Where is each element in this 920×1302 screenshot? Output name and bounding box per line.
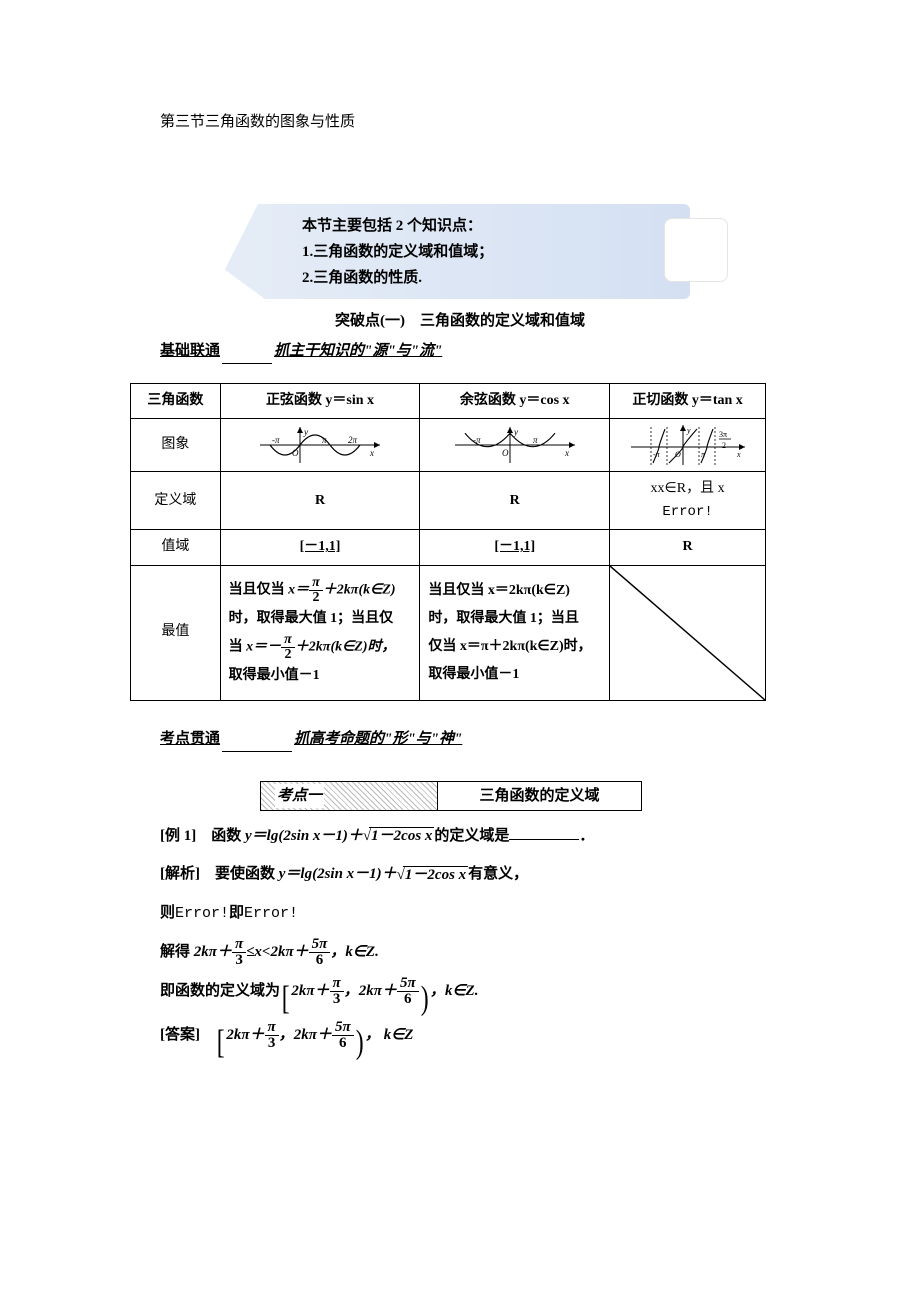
svg-text:O: O — [502, 448, 509, 458]
subhead-text: 抓主干知识的"源"与"流" — [274, 343, 442, 359]
row-label: 图象 — [131, 419, 221, 472]
section-title: 第三节三角函数的图象与性质 — [160, 110, 760, 134]
breakpoint-heading: 突破点(一) 三角函数的定义域和值域 — [160, 309, 760, 333]
svg-text:O: O — [292, 448, 299, 458]
tan-graph-cell: -π O π 3π 2 x y — [610, 419, 766, 472]
cosine-curve-icon: -π O π x y — [445, 423, 585, 467]
header-cell: 余弦函数 y＝cos x — [420, 384, 610, 419]
cos-graph-cell: -π O π x y — [420, 419, 610, 472]
underline-gap — [222, 735, 292, 752]
summary-banner: 本节主要包括 2 个知识点： 1.三角函数的定义域和值域； 2.三角函数的性质. — [210, 204, 760, 299]
svg-text:2π: 2π — [348, 435, 358, 445]
table-row-graph: 图象 -π O π 2π x y — [131, 419, 766, 472]
table-header-row: 三角函数 正弦函数 y＝sin x 余弦函数 y＝cos x 正切函数 y＝ta… — [131, 384, 766, 419]
extreme-tan-blank — [610, 565, 766, 700]
example-1-error-line: 则Error!即Error! — [160, 898, 760, 929]
table-row-domain: 定义域 R R xx∈R，且 x Error! — [131, 472, 766, 530]
svg-text:y: y — [303, 427, 308, 437]
extreme-cos: 当且仅当 x＝2kπ(k∈Z) 时，取得最大值 1；当且 仅当 x＝π＋2kπ(… — [420, 565, 610, 700]
example-1-analysis: [解析] 要使函数 y＝lg(2sin x－1)＋√1－2cos x有意义， — [160, 859, 760, 890]
svg-text:π: π — [533, 435, 538, 445]
svg-text:π: π — [322, 435, 327, 445]
underline-gap — [222, 347, 272, 364]
banner-line: 本节主要包括 2 个知识点： — [302, 214, 650, 238]
extreme-sin: 当且仅当 x＝π2＋2kπ(k∈Z) 时，取得最大值 1；当且仅 当 x＝－π2… — [220, 565, 420, 700]
range-sin: [－1,1] — [220, 530, 420, 565]
example-1-answer: [答案] [2kπ＋π3，2kπ＋5π6)， k∈Z — [160, 1020, 760, 1056]
table-row-range: 值域 [－1,1] [－1,1] R — [131, 530, 766, 565]
domain-sin: R — [220, 472, 420, 530]
svg-text:-π: -π — [272, 435, 280, 445]
domain-tan: xx∈R，且 x Error! — [610, 472, 766, 530]
subhead-label: 考点贯通 — [160, 731, 220, 747]
svg-text:x: x — [369, 448, 374, 458]
domain-cos: R — [420, 472, 610, 530]
sin-graph-cell: -π O π 2π x y — [220, 419, 420, 472]
topic-box: 考点一 三角函数的定义域 — [260, 781, 642, 811]
answer-blank — [509, 824, 579, 840]
topic-number: 考点一 — [275, 784, 324, 808]
svg-text:-π: -π — [653, 450, 661, 459]
subheading-exam: 考点贯通 抓高考命题的"形"与"神" — [160, 727, 760, 751]
range-tan: R — [610, 530, 766, 565]
table-row-extreme: 最值 当且仅当 x＝π2＋2kπ(k∈Z) 时，取得最大值 1；当且仅 当 x＝… — [131, 565, 766, 700]
banner-text: 本节主要包括 2 个知识点： 1.三角函数的定义域和值域； 2.三角函数的性质. — [210, 204, 760, 300]
svg-text:2: 2 — [722, 441, 726, 450]
svg-text:O: O — [675, 450, 681, 459]
subhead-label: 基础联通 — [160, 343, 220, 359]
svg-text:y: y — [513, 427, 518, 437]
row-label: 最值 — [131, 565, 221, 700]
example-1-question: [例 1] 函数 y＝lg(2sin x－1)＋√1－2cos x的定义域是． — [160, 821, 760, 852]
subheading-basics: 基础联通 抓主干知识的"源"与"流" — [160, 339, 760, 363]
subhead-text: 抓高考命题的"形"与"神" — [294, 731, 462, 747]
diagonal-slash-icon — [610, 566, 765, 700]
svg-text:-π: -π — [473, 435, 481, 445]
sine-curve-icon: -π O π 2π x y — [250, 423, 390, 467]
example-1-solve: 解得 2kπ＋π3≤x<2kπ＋5π6，k∈Z. — [160, 937, 760, 968]
header-cell: 正弦函数 y＝sin x — [220, 384, 420, 419]
svg-text:y: y — [686, 426, 691, 435]
banner-line: 1.三角函数的定义域和值域； — [302, 240, 650, 264]
svg-text:x: x — [736, 450, 741, 459]
svg-text:x: x — [564, 448, 569, 458]
header-cell: 三角函数 — [131, 384, 221, 419]
topic-box-left: 考点一 — [261, 782, 437, 810]
header-cell: 正切函数 y＝tan x — [610, 384, 766, 419]
range-cos: [－1,1] — [420, 530, 610, 565]
svg-text:3π: 3π — [719, 430, 727, 439]
row-label: 值域 — [131, 530, 221, 565]
example-1-domain: 即函数的定义域为[2kπ＋π3，2kπ＋5π6)，k∈Z. — [160, 976, 760, 1012]
banner-line: 2.三角函数的性质. — [302, 266, 650, 290]
row-label: 定义域 — [131, 472, 221, 530]
trig-properties-table: 三角函数 正弦函数 y＝sin x 余弦函数 y＝cos x 正切函数 y＝ta… — [130, 383, 766, 701]
tangent-curve-icon: -π O π 3π 2 x y — [623, 423, 753, 467]
topic-title: 三角函数的定义域 — [437, 782, 641, 810]
